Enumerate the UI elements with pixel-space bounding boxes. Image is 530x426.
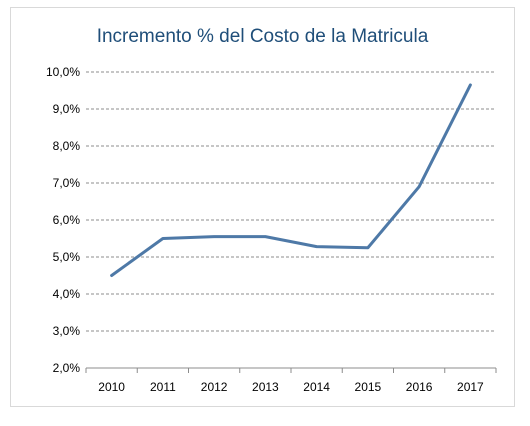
x-tick-label: 2014	[303, 380, 330, 394]
x-tick-label: 2010	[98, 380, 125, 394]
y-tick-label: 8,0%	[53, 139, 81, 153]
x-tick-label: 2012	[201, 380, 228, 394]
series	[110, 83, 472, 277]
axes	[85, 367, 497, 373]
y-tick-label: 3,0%	[53, 324, 81, 338]
x-tick-label: 2013	[252, 380, 279, 394]
x-tick-label: 2011	[150, 380, 176, 394]
gridlines	[86, 71, 496, 332]
chart-title: Incremento % del Costo de la Matricula	[96, 26, 429, 47]
y-tick-label: 9,0%	[53, 102, 81, 116]
y-tick-label: 5,0%	[53, 250, 81, 264]
x-tick-label: 2016	[406, 380, 433, 394]
y-tick-label: 2,0%	[53, 361, 81, 375]
series-line	[110, 83, 472, 277]
x-tick-label: 2015	[355, 380, 382, 394]
chart-frame	[10, 7, 515, 407]
y-axis-tick-labels: 2,0% 3,0% 4,0% 5,0% 6,0% 7,0% 8,0% 9,0% 10,0%	[46, 65, 80, 375]
x-tick-label: 2017	[457, 380, 484, 394]
y-tick-label: 10,0%	[46, 65, 80, 79]
y-tick-label: 6,0%	[53, 213, 81, 227]
x-axis-tick-labels: 2010 2011 2012 2013 2014 2015 2016 2017	[98, 380, 484, 394]
y-tick-label: 4,0%	[53, 287, 81, 301]
y-tick-label: 7,0%	[53, 176, 81, 190]
